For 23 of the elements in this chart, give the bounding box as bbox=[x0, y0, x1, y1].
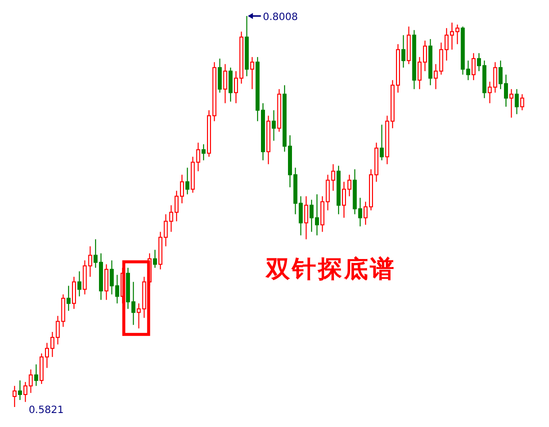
candlestick bbox=[223, 64, 228, 104]
candlestick bbox=[514, 88, 519, 115]
candlestick bbox=[272, 110, 276, 142]
candlestick bbox=[66, 285, 71, 312]
candlestick bbox=[401, 34, 406, 68]
candlestick bbox=[244, 16, 249, 77]
candlestick bbox=[266, 115, 270, 165]
candlestick bbox=[34, 364, 38, 386]
candlestick bbox=[18, 380, 22, 400]
candlestick bbox=[412, 30, 416, 90]
candlestick bbox=[250, 56, 254, 90]
candlestick bbox=[509, 88, 514, 118]
candlestick bbox=[202, 144, 206, 161]
candlestick bbox=[72, 276, 76, 310]
candlestick bbox=[12, 385, 17, 407]
candlestick bbox=[185, 167, 190, 195]
candlestick bbox=[428, 38, 432, 86]
candlestick bbox=[104, 264, 108, 300]
candlestick bbox=[472, 52, 476, 81]
annotation: 0.5821 bbox=[28, 405, 64, 416]
text: 双针探底谱 bbox=[266, 254, 396, 285]
annotation: 0.8008 bbox=[262, 12, 298, 23]
candlestick bbox=[77, 270, 82, 297]
